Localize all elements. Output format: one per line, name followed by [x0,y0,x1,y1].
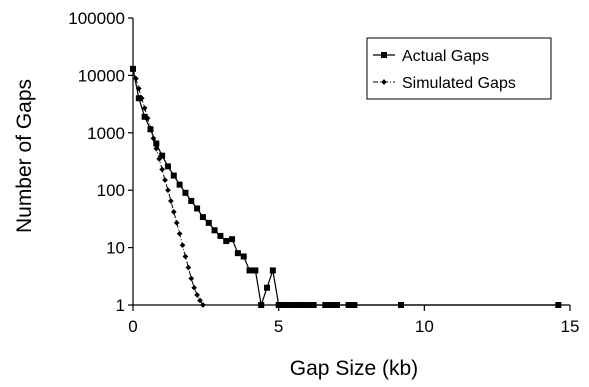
data-point [345,302,352,308]
data-point [217,232,224,239]
x-tick-label: 10 [415,317,434,336]
data-point [205,219,212,226]
data-point [281,302,288,308]
data-point [264,284,271,291]
data-point [229,236,236,243]
data-point [179,242,186,249]
data-point [170,172,177,179]
data-point [194,205,201,212]
series-simulated [130,66,206,308]
data-point [133,75,139,82]
data-point [165,187,171,194]
y-tick-label: 100 [97,181,125,200]
data-point [333,302,340,308]
data-point [200,302,206,308]
data-point [144,115,151,121]
data-point [159,166,165,173]
data-point [141,113,148,120]
data-point [211,227,218,234]
data-point [194,292,200,298]
data-point [234,250,241,257]
data-point [164,163,171,170]
data-point [322,302,329,308]
data-point [162,177,168,183]
data-point [135,95,142,102]
data-point [156,156,163,162]
data-point [328,302,335,308]
data-point [188,197,195,204]
data-point [191,284,198,291]
data-point [223,238,230,245]
y-tick-label: 100000 [68,9,125,28]
y-tick-label: 10 [106,239,125,258]
data-point [246,267,253,274]
ticks: 1 10 100 1000 10000 100000 0 5 10 15 [68,9,579,336]
data-point [173,220,180,226]
legend-label-simulated: Simulated Gaps [402,75,516,92]
data-point [304,302,311,308]
series-line-simulated [132,68,204,306]
y-tick-label: 1 [116,296,125,315]
data-point [351,302,358,308]
y-axis-title: Number of Gaps [13,79,36,233]
legend-box [366,37,552,100]
legend-marker-simulated [381,79,387,85]
data-point [130,66,136,72]
series-line-actual [132,68,559,306]
data-point [398,302,405,308]
data-point [168,198,174,204]
data-point [170,208,177,215]
data-point [293,302,300,308]
data-point [240,253,247,260]
data-point [159,152,166,159]
y-tick-label: 10000 [78,66,125,85]
data-point [258,302,265,308]
data-point [555,302,562,308]
data-point [153,140,160,147]
series [130,65,562,308]
data-point [141,105,148,111]
data-point [135,85,142,92]
data-point [197,297,203,304]
data-point [199,214,206,221]
data-point [176,230,183,237]
data-point [298,302,305,308]
y-tick-label: 1000 [87,124,125,143]
data-point [252,267,259,274]
legend-item-simulated: Simulated Gaps [373,75,516,92]
series-actual [130,65,562,308]
data-point [287,302,294,308]
x-tick-label: 0 [128,317,137,336]
data-point [176,181,183,188]
x-tick-label: 5 [274,317,283,336]
data-point [150,135,157,142]
x-tick-label: 15 [561,317,580,336]
data-point [182,253,189,260]
data-point [185,264,192,271]
data-point [269,267,276,274]
data-point [275,302,282,308]
data-point [188,275,195,282]
legend-item-actual: Actual Gaps [373,48,489,65]
legend-label-actual: Actual Gaps [402,48,489,65]
data-point [310,302,317,308]
legend-marker-actual [381,52,387,58]
data-point [182,189,189,196]
legend: Actual Gaps Simulated Gaps [366,37,552,100]
x-axis-title: Gap Size (kb) [290,357,418,380]
data-point [153,145,160,152]
